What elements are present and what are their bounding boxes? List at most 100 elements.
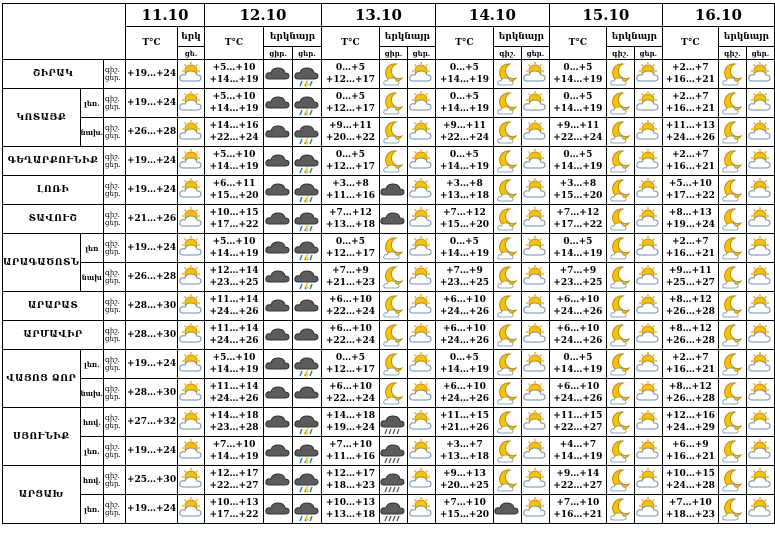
day-temp: +24…+26 [665, 133, 715, 143]
night-icon-cell [263, 349, 293, 379]
region-name: ԱՐԱԳԱԾՈՏՆ [2, 233, 81, 292]
night-temp: +12…+14 [209, 266, 259, 276]
date-header: 11.10 [125, 3, 206, 27]
forecast-row: նախ. գիշ. ցեր. +26…+28 +14…+16 +22…+24 +9…+11 +… [3, 117, 775, 147]
day-night-labels: գիշ. ցեր. [103, 291, 127, 321]
night-temp: 0…+5 [449, 237, 479, 247]
temp-cell: +6…+11 +15…+20 [204, 175, 264, 205]
night-temp: +7…+10 [556, 498, 600, 508]
night-icon-cell [605, 262, 635, 292]
sun-icon [179, 90, 204, 116]
night-temp: +3…+8 [446, 179, 483, 189]
day-subheader: ցեր. [291, 46, 322, 60]
night-icon-cell [605, 378, 635, 408]
moon-cloud-icon [494, 322, 520, 348]
temp-cell: +3…+7 +13…+18 [434, 436, 494, 466]
night-icon-cell [717, 204, 747, 234]
sun-cloud-icon [522, 380, 548, 406]
cloud-icon [293, 322, 320, 348]
day-temp: +24…+26 [209, 307, 259, 317]
moon-cloud-icon [607, 177, 633, 203]
moon-cloud-icon [494, 177, 520, 203]
night-icon-cell [605, 436, 635, 466]
day-label: ցեր. [105, 161, 121, 169]
forecast-table: 11.10 12.10 13.10 14.10 15.10 16.10 T°C … [1, 3, 775, 524]
day-temp: +16…+21 [665, 75, 715, 85]
day-icon-cell [406, 204, 436, 234]
temp-header: T°C [125, 26, 179, 60]
night-temp: +9…+13 [442, 469, 486, 479]
night-temp: +9…+14 [556, 469, 600, 479]
temp-cell: +2…+7 +16…+21 [661, 233, 719, 263]
day-temp: +15…+20 [553, 191, 603, 201]
moon-cloud-icon [494, 467, 520, 493]
day-icon-cell [291, 465, 322, 495]
cloud-icon [264, 90, 291, 116]
moon-cloud-icon [607, 90, 633, 116]
temp-cell: 0…+5 +12…+17 [320, 59, 380, 89]
day-icon-cell [406, 436, 436, 466]
sun-cloud-icon [635, 380, 661, 406]
night-icon-cell [492, 291, 522, 321]
day-icon-cell [291, 320, 322, 350]
night-temp: +9…+11 [668, 266, 712, 276]
night-icon-cell [378, 146, 408, 176]
weather-icon-cell [177, 88, 206, 118]
date-header: 16.10 [661, 3, 775, 27]
day-icon-cell [406, 262, 436, 292]
sun-cloud-icon [408, 293, 434, 319]
weather-icon-cell [177, 436, 206, 466]
night-label: գիշ. [105, 414, 120, 422]
night-icon-cell [492, 436, 522, 466]
sun-cloud-icon [408, 264, 434, 290]
night-icon-cell [263, 320, 293, 350]
temp-cell: +10…+15 +17…+22 [204, 204, 264, 234]
temp-cell: +11…+15 +21…+26 [434, 407, 494, 437]
temp-cell: 0…+5 +12…+17 [320, 233, 380, 263]
sun-cloud-icon [635, 322, 661, 348]
night-temp: +10…+13 [325, 498, 376, 508]
temp-cell: +10…+15 +24…+28 [661, 465, 719, 495]
night-icon-cell [717, 262, 747, 292]
cloud-icon [380, 177, 406, 203]
night-icon-cell [263, 465, 293, 495]
day-temp: +26…+28 [665, 307, 715, 317]
night-icon-cell [717, 407, 747, 437]
day-label: ցեր. [105, 74, 121, 82]
region-name: ԳԵՂԱՐՔՈՒՆԻՔ [1, 146, 105, 176]
night-temp: +2…+7 [672, 353, 709, 363]
night-temp: +9…+11 [556, 121, 600, 131]
region-name: ԱՐՄԱՎԻՐ [1, 320, 105, 350]
day-icon-cell [291, 436, 322, 466]
temp-cell: +14…+16 +22…+24 [204, 117, 264, 147]
day-temp: +14…+19 [439, 75, 489, 85]
cloud-icon [264, 380, 291, 406]
temp-cell: +7…+12 +13…+18 [320, 204, 380, 234]
day-icon-cell [520, 465, 550, 495]
heavy-rain-icon [380, 438, 406, 464]
day-temp: +16…+21 [665, 365, 715, 375]
day-temp: +14…+19 [553, 365, 603, 375]
moon-cloud-icon [494, 438, 520, 464]
day-night-labels: գիշ. ցեր. [103, 494, 127, 524]
day-icon-cell [633, 349, 663, 379]
zone-label: հով. [79, 465, 105, 495]
night-temp: +11…+14 [209, 295, 259, 305]
day-icon-cell [406, 59, 436, 89]
moon-cloud-icon [380, 61, 406, 87]
moon-cloud-icon [607, 438, 633, 464]
temp-cell: 0…+5 +12…+17 [320, 146, 380, 176]
temp-cell: +10…+13 +13…+18 [320, 494, 380, 524]
night-icon-cell [605, 88, 635, 118]
day-temp: +20…+22 [325, 133, 376, 143]
day-night-labels: գիշ. ցեր. [103, 378, 127, 408]
temp-cell: +11…+15 +22…+27 [548, 407, 607, 437]
day-icon-cell [406, 320, 436, 350]
day-temp: +23…+28 [209, 423, 259, 433]
day-temp: +24…+28 [665, 481, 715, 491]
night-temp: +11…+14 [209, 324, 259, 334]
night-temp: +8…+13 [668, 208, 712, 218]
night-icon-cell [378, 407, 408, 437]
temp-header: T°C [204, 26, 264, 60]
sun-icon [179, 264, 204, 290]
